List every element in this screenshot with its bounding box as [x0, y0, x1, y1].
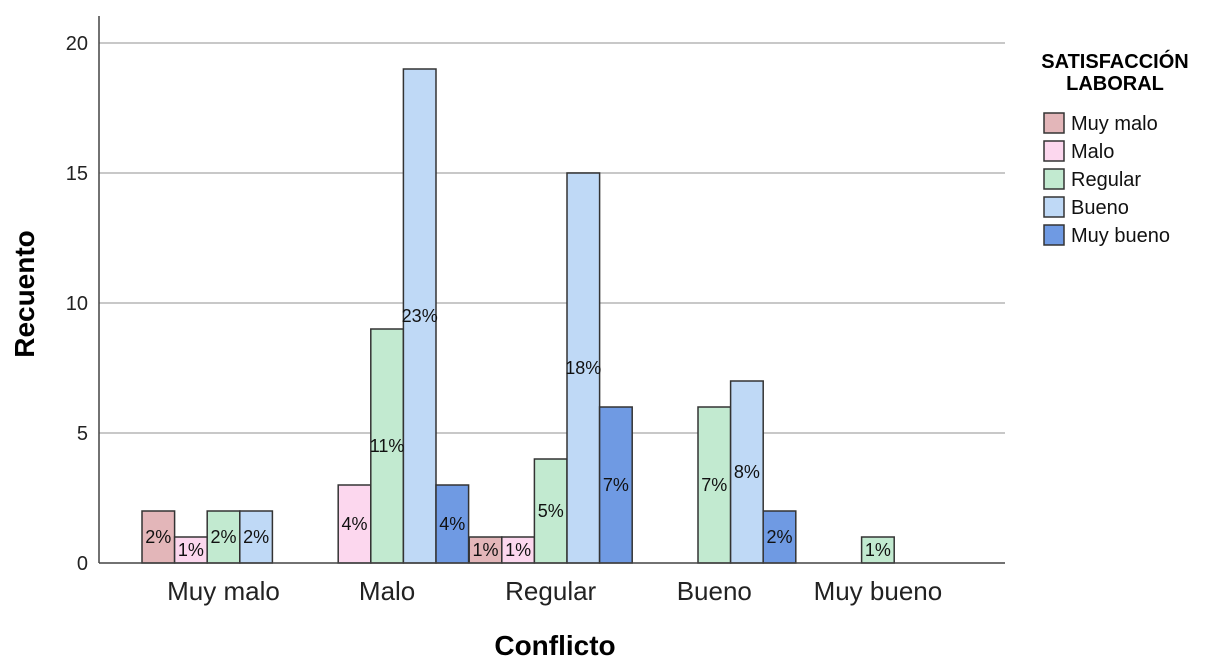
bar — [206, 510, 241, 564]
y-tick-label: 0 — [77, 553, 88, 575]
legend-swatch — [1043, 168, 1065, 190]
bar — [598, 406, 633, 564]
bar-data-label: 2% — [145, 527, 171, 547]
bar — [173, 536, 208, 564]
y-tick-label: 20 — [66, 33, 88, 55]
legend-label: Muy bueno — [1071, 225, 1170, 247]
legend-label: Regular — [1071, 169, 1141, 191]
x-tick-label: Malo — [359, 576, 415, 606]
bar-data-label: 23% — [402, 306, 438, 326]
x-tick-label: Regular — [505, 576, 596, 606]
bar-data-label: 2% — [766, 527, 792, 547]
bar-data-label: 4% — [341, 514, 367, 534]
y-tick-label: 10 — [66, 293, 88, 315]
bar-data-label: 1% — [472, 540, 498, 560]
bar-data-label: 2% — [243, 527, 269, 547]
legend-label: Bueno — [1071, 197, 1129, 219]
bar — [435, 484, 470, 564]
bar-data-label: 1% — [865, 540, 891, 560]
bar — [860, 536, 895, 564]
bar-data-label: 11% — [370, 436, 405, 456]
legend-swatch — [1043, 140, 1065, 162]
y-axis-title: Recuento — [9, 230, 40, 358]
bar-data-label: 4% — [439, 514, 465, 534]
legend-swatch — [1043, 224, 1065, 246]
axes: 0 5 10 15 20 Muy malo Malo Regular Bueno Muy buen… — [9, 16, 1005, 661]
x-axis-title: Conflicto — [494, 630, 615, 661]
bars — [141, 68, 895, 564]
bar-labels: 2% 1% 1% 4% 1% 2% 11% 5% 7% 1% 2% 23% 18% 8% 4% 7% 2% — [145, 306, 891, 560]
x-tick-label: Bueno — [677, 576, 752, 606]
legend-title: SATISFACCIÓN — [1041, 49, 1188, 73]
legend-swatch — [1043, 196, 1065, 218]
bar — [141, 510, 176, 564]
bar-data-label: 8% — [734, 462, 760, 482]
x-tick-label: Muy malo — [167, 576, 280, 606]
bar — [762, 510, 797, 564]
legend-swatch — [1043, 112, 1065, 134]
bar — [239, 510, 274, 564]
bar-data-label: 2% — [210, 527, 236, 547]
bar-data-label: 18% — [565, 358, 601, 378]
legend-title-line2: LABORAL — [1066, 73, 1164, 95]
bar-data-label: 1% — [505, 540, 531, 560]
legend-label: Muy malo — [1071, 113, 1158, 135]
bar-data-label: 7% — [603, 475, 629, 495]
x-tick-label: Muy bueno — [814, 576, 943, 606]
bar-data-label: 1% — [178, 540, 204, 560]
y-tick-label: 15 — [66, 163, 88, 185]
bar-data-label: 5% — [538, 501, 564, 521]
gridlines — [99, 42, 1005, 434]
bar — [402, 68, 437, 564]
legend-label: Malo — [1071, 141, 1114, 163]
bar — [729, 380, 764, 564]
y-tick-label: 5 — [77, 423, 88, 445]
bar-data-label: 7% — [701, 475, 727, 495]
